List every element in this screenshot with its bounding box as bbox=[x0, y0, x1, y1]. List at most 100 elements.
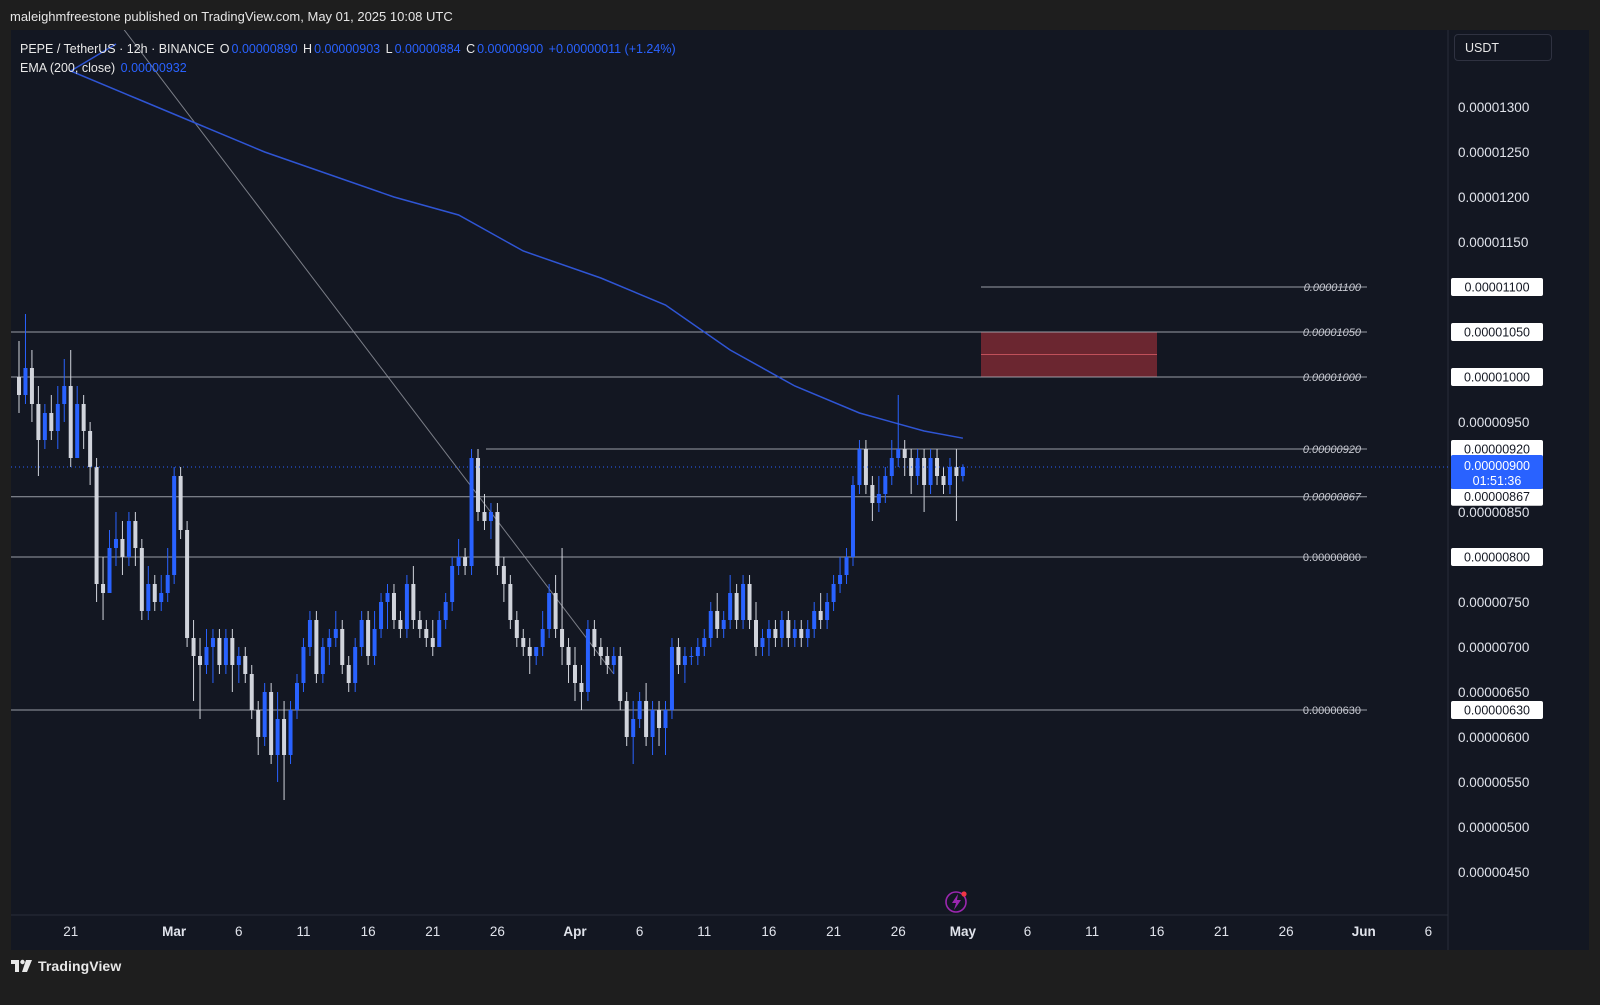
currency-button[interactable]: USDT bbox=[1454, 34, 1552, 61]
trendline bbox=[123, 30, 615, 675]
candle-body bbox=[721, 620, 726, 629]
brand-text: TradingView bbox=[38, 958, 122, 974]
tradingview-brand[interactable]: TradingView bbox=[11, 958, 121, 974]
candle-body bbox=[669, 647, 674, 710]
candle-body bbox=[417, 620, 422, 629]
candle-body bbox=[120, 539, 125, 557]
price-tick-label: 0.00000600 bbox=[1458, 730, 1529, 745]
candle-body bbox=[204, 647, 209, 665]
countdown-label: 01:51:36 bbox=[1473, 474, 1522, 488]
price-tick-label: 0.00001250 bbox=[1458, 145, 1529, 160]
candle-body bbox=[631, 719, 636, 737]
candle-body bbox=[741, 584, 746, 620]
candle-body bbox=[379, 602, 384, 629]
level-line-label: 0.00000867 bbox=[1303, 492, 1362, 504]
time-tick-label: 26 bbox=[891, 924, 906, 939]
symbol-title[interactable]: PEPE / TetherUS · 12h · BINANCE bbox=[20, 42, 215, 56]
candle-body bbox=[870, 485, 875, 503]
candle-body bbox=[463, 557, 468, 566]
time-tick-label: 6 bbox=[235, 924, 243, 939]
candle-body bbox=[294, 683, 299, 710]
candle-body bbox=[424, 629, 429, 638]
candle-body bbox=[902, 449, 907, 458]
candle-body bbox=[585, 629, 590, 692]
axis-level-box bbox=[1451, 440, 1543, 458]
candle-body bbox=[146, 584, 151, 611]
candle-body bbox=[799, 629, 804, 638]
low-label: L bbox=[385, 42, 393, 56]
candle-body bbox=[42, 413, 47, 440]
footer-bar bbox=[0, 950, 1600, 1005]
candle-body bbox=[876, 494, 881, 503]
candle-body bbox=[960, 467, 965, 476]
candle-body bbox=[282, 719, 287, 755]
candle-body bbox=[728, 593, 733, 620]
candle-body bbox=[404, 584, 409, 629]
candle-body bbox=[191, 638, 196, 656]
time-tick-label: Mar bbox=[162, 924, 187, 939]
candle-body bbox=[773, 629, 778, 638]
chart-area[interactable]: 0.00001100 0.00001100 0.00001050 0.00001050… bbox=[11, 30, 1589, 966]
candle-body bbox=[825, 602, 830, 620]
candle-body bbox=[495, 512, 500, 566]
candle-body bbox=[482, 512, 487, 521]
candle-body bbox=[695, 647, 700, 656]
axis-level-label: 0.00000920 bbox=[1464, 443, 1530, 457]
candle-body bbox=[657, 710, 662, 728]
time-tick-label: 16 bbox=[1149, 924, 1164, 939]
last-price-label: 0.00000900 bbox=[1464, 459, 1530, 473]
time-tick-label: Jun bbox=[1352, 924, 1376, 939]
ema-200-line bbox=[69, 43, 964, 439]
candle-body bbox=[101, 584, 106, 593]
candle-body bbox=[68, 386, 73, 458]
price-tick-label: 0.00001150 bbox=[1458, 235, 1528, 250]
candle-body bbox=[844, 557, 849, 575]
level-line-label: 0.00001000 bbox=[1303, 372, 1362, 384]
candle-body bbox=[230, 638, 235, 665]
level-line-label: 0.00000800 bbox=[1303, 552, 1361, 564]
candle-body bbox=[838, 575, 843, 584]
candle-body bbox=[159, 593, 164, 602]
time-tick-label: 21 bbox=[63, 924, 78, 939]
candle-body bbox=[243, 656, 248, 674]
candle-body bbox=[17, 377, 21, 395]
last-price-box bbox=[1451, 455, 1543, 489]
publisher-line: maleighmfreestone published on TradingVi… bbox=[10, 9, 453, 24]
candle-body bbox=[301, 647, 306, 683]
ema-label[interactable]: EMA (200, close) bbox=[20, 61, 116, 75]
candle-body bbox=[883, 476, 888, 494]
candle-body bbox=[560, 629, 565, 647]
candle-body bbox=[262, 692, 267, 737]
price-chart[interactable]: 0.00001100 0.00001100 0.00001050 0.00001050… bbox=[11, 30, 1589, 966]
price-tick-label: 0.00000650 bbox=[1458, 685, 1529, 700]
candle-body bbox=[527, 647, 532, 656]
candle-body bbox=[391, 593, 396, 620]
candle-body bbox=[385, 593, 390, 602]
candle-body bbox=[579, 683, 584, 692]
candle-body bbox=[23, 368, 28, 395]
candle-body bbox=[398, 620, 403, 629]
candle-body bbox=[314, 620, 319, 674]
candle-body bbox=[922, 458, 927, 485]
candle-body bbox=[178, 476, 183, 530]
low-value: 0.00000884 bbox=[394, 42, 461, 56]
candle-body bbox=[935, 458, 940, 476]
candle-body bbox=[637, 701, 642, 719]
candle-body bbox=[618, 656, 623, 701]
axis-level-label: 0.00001000 bbox=[1464, 371, 1530, 385]
lightning-icon[interactable] bbox=[945, 891, 967, 913]
candle-body bbox=[81, 404, 86, 431]
candle-body bbox=[456, 557, 461, 566]
candle-body bbox=[249, 674, 254, 710]
candle-body bbox=[831, 584, 836, 602]
candle-body bbox=[598, 647, 603, 656]
price-tick-label: 0.00000700 bbox=[1458, 640, 1529, 655]
axis-level-label: 0.00000630 bbox=[1464, 704, 1530, 718]
candle-body bbox=[437, 620, 442, 647]
candle-body bbox=[366, 620, 371, 656]
time-tick-label: 11 bbox=[296, 924, 310, 939]
time-tick-label: 11 bbox=[697, 924, 711, 939]
chart-legend: PEPE / TetherUS · 12h · BINANCE O 0.00000… bbox=[20, 40, 678, 78]
time-tick-label: 6 bbox=[1425, 924, 1433, 939]
close-value: 0.00000900 bbox=[477, 42, 544, 56]
